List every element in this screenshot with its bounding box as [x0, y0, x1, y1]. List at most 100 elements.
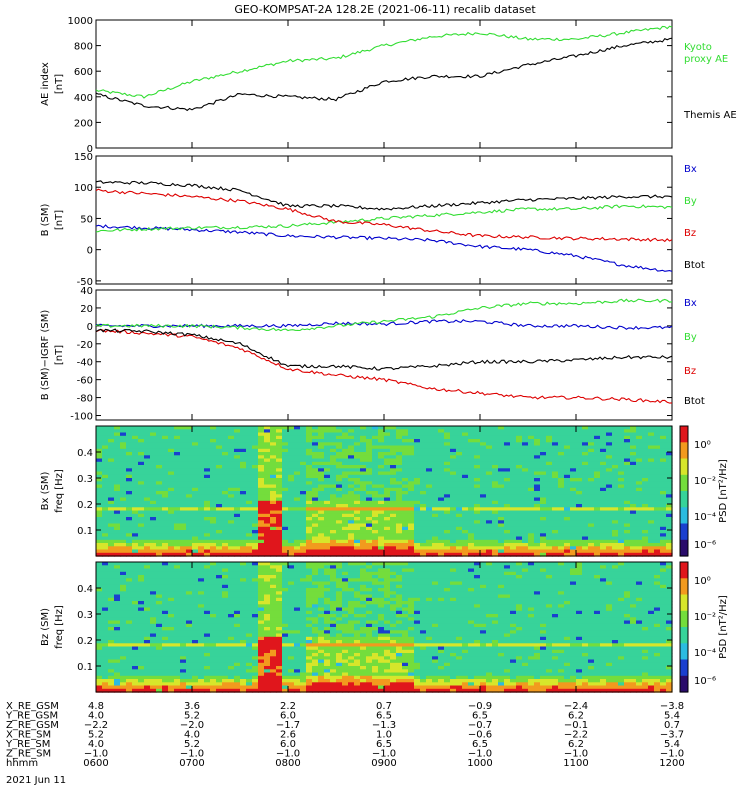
spectrogram-cell — [564, 526, 571, 531]
spectrogram-cell — [324, 461, 331, 466]
spectrogram-cell — [606, 465, 613, 469]
spectrogram-cell — [144, 458, 151, 463]
spectrogram-cell — [516, 465, 523, 469]
spectrogram-cell — [570, 481, 577, 486]
y-axis-label: B (SM)−IGRF (SM) — [40, 310, 51, 401]
spectrogram-cell — [192, 491, 199, 495]
spectrogram-cell — [468, 448, 475, 453]
spectrogram-cell — [204, 610, 211, 615]
spectrogram-cell — [240, 442, 247, 447]
spectrogram-cell — [636, 432, 643, 437]
spectrogram-cell — [588, 539, 595, 544]
spectrogram-cell — [162, 620, 169, 625]
spectrogram-cell — [648, 491, 655, 495]
spectrogram-cell — [156, 682, 163, 687]
spectrogram-cell — [318, 465, 325, 469]
spectrogram-cell — [498, 546, 505, 551]
spectrogram-cell — [186, 474, 193, 479]
spectrogram-cell — [270, 533, 277, 538]
spectrogram-cell — [216, 623, 223, 628]
spectrogram-cell — [498, 513, 505, 518]
spectrogram-cell — [384, 552, 391, 557]
spectrogram-cell — [438, 478, 445, 482]
spectrogram-cell — [504, 445, 511, 450]
spectrogram-cell — [426, 491, 433, 495]
spectrogram-cell — [624, 458, 631, 463]
spectrogram-cell — [228, 513, 235, 518]
spectrogram-cell — [102, 594, 109, 599]
spectrogram-cell — [582, 465, 589, 469]
spectrogram-cell — [480, 546, 487, 551]
spectrogram-cell — [666, 484, 673, 489]
spectrogram-cell — [456, 523, 463, 528]
spectrogram-cell — [642, 461, 649, 466]
spectrogram-cell — [318, 478, 325, 482]
spectrogram-cell — [180, 523, 187, 528]
y-tick-label: 800 — [74, 42, 93, 53]
spectrogram-cell — [210, 659, 217, 664]
spectrogram-cell — [426, 455, 433, 460]
spectrogram-cell — [162, 452, 169, 456]
spectrogram-cell — [168, 610, 175, 615]
spectrogram-cell — [228, 656, 235, 661]
spectrogram-cell — [354, 533, 361, 538]
spectrogram-cell — [180, 439, 187, 443]
spectrogram-cell — [216, 653, 223, 657]
spectrogram-cell — [192, 539, 199, 544]
spectrogram-cell — [426, 478, 433, 482]
spectrogram-cell — [126, 633, 133, 638]
spectrogram-cell — [234, 429, 241, 434]
spectrogram-cell — [300, 432, 307, 437]
spectrogram-cell — [294, 513, 301, 518]
spectrogram-cell — [372, 455, 379, 460]
spectrogram-cell — [294, 445, 301, 450]
spectrogram-cell — [666, 546, 673, 551]
spectrogram-cell — [144, 662, 151, 667]
spectrogram-cell — [576, 448, 583, 453]
spectrogram-cell — [186, 504, 193, 508]
spectrogram-cell — [132, 510, 139, 515]
spectrogram-cell — [132, 439, 139, 443]
spectrogram-cell — [600, 543, 607, 547]
spectrogram-cell — [408, 484, 415, 489]
spectrogram-cell — [588, 455, 595, 460]
spectrogram-cell — [426, 500, 433, 505]
spectrogram-cell — [162, 513, 169, 518]
spectrogram-cell — [648, 500, 655, 505]
spectrogram-cell — [132, 578, 139, 583]
spectrogram-cell — [618, 530, 625, 534]
spectrogram-cell — [372, 504, 379, 508]
spectrogram-cell — [306, 442, 313, 447]
spectrogram-cell — [552, 504, 559, 508]
spectrogram-cell — [468, 484, 475, 489]
spectrogram-cell — [654, 448, 661, 453]
spectrogram-cell — [450, 539, 457, 544]
spectrogram-cell — [138, 649, 145, 654]
spectrogram-cell — [282, 481, 289, 486]
spectrogram-cell — [468, 549, 475, 554]
spectrogram-cell — [120, 614, 127, 618]
spectrogram-cell — [312, 471, 319, 476]
spectrogram-cell — [288, 442, 295, 447]
spectrogram-cell — [114, 679, 121, 683]
spectrogram-cell — [228, 597, 235, 602]
spectrogram-cell — [480, 530, 487, 534]
spectrogram-cell — [306, 461, 313, 466]
spectrogram-cell — [132, 494, 139, 499]
spectrogram-cell — [486, 429, 493, 434]
spectrogram-cell — [102, 607, 109, 612]
spectrogram-cell — [144, 653, 151, 657]
spectrogram-cell — [594, 491, 601, 495]
spectrogram-cell — [264, 513, 271, 518]
spectrogram-cell — [168, 607, 175, 612]
spectrogram-cell — [534, 435, 541, 440]
spectrogram-cell — [564, 435, 571, 440]
spectrogram-cell — [198, 640, 205, 644]
spectrogram-cell — [156, 510, 163, 515]
spectrogram-cell — [198, 623, 205, 628]
spectrogram-cell — [150, 669, 157, 674]
spectrogram-cell — [486, 458, 493, 463]
spectrogram-cell — [108, 666, 115, 670]
spectrogram-cell — [492, 474, 499, 479]
spectrogram-cell — [354, 507, 361, 512]
